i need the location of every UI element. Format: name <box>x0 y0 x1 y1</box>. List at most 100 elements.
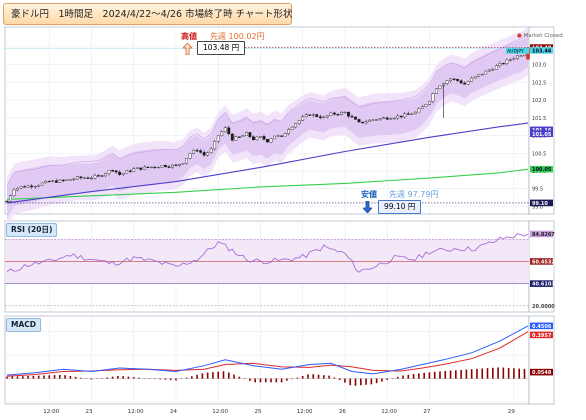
candle-body <box>309 115 311 116</box>
candle-body <box>474 76 476 78</box>
candle-body <box>62 180 64 181</box>
candle-body <box>390 119 392 120</box>
macd-hist-bar <box>38 376 40 379</box>
macd-hist-bar <box>228 372 230 378</box>
candle-body <box>291 127 293 129</box>
macd-hist-bar <box>334 377 336 378</box>
candle-body <box>55 181 57 183</box>
macd-hist-bar <box>492 368 494 379</box>
candle-body <box>467 81 469 84</box>
candle-body <box>238 137 240 138</box>
macd-hist-bar <box>286 379 288 381</box>
macd-panel-label: MACD <box>6 318 41 332</box>
candle-body <box>69 180 71 181</box>
market-status-dot-icon: ● <box>517 33 522 39</box>
macd-hist-bar <box>355 379 357 386</box>
y-tick-label: 103.0 <box>532 63 546 69</box>
candle-body <box>224 128 226 132</box>
macd-hist-bar <box>323 375 325 378</box>
macd-hist-bar <box>107 377 109 378</box>
candle-body <box>147 167 149 168</box>
candle-body <box>358 119 360 122</box>
macd-hist-bar <box>202 373 204 378</box>
candle-body <box>221 132 223 136</box>
candle-body <box>108 170 110 173</box>
candle-body <box>210 149 212 153</box>
price-tag-label: 99.10 <box>532 201 548 207</box>
macd-hist-bar <box>349 379 351 386</box>
macd-hist-bar <box>159 379 161 380</box>
macd-hist-bar <box>471 369 473 378</box>
x-tick-label: 29 <box>508 409 515 415</box>
candle-body <box>87 178 89 179</box>
macd-hist-bar <box>17 376 19 378</box>
candle-body <box>372 120 374 121</box>
x-tick-label: 12:00 <box>128 409 144 415</box>
candle-body <box>252 137 254 140</box>
macd-hist-bar <box>460 370 462 379</box>
macd-hist-bar <box>54 375 56 378</box>
macd-hist-bar <box>207 373 209 379</box>
price-tag-label: 100.05 <box>532 167 552 173</box>
candle-body <box>164 165 166 166</box>
candle-body <box>213 141 215 149</box>
market-status: ● Market Closed <box>517 33 563 39</box>
macd-hist-bar <box>455 370 457 378</box>
low-arrow-icon <box>363 198 372 210</box>
macd-hist-bar <box>371 379 373 385</box>
candle-body <box>478 75 480 77</box>
high-value-box: 103.48 円 <box>197 41 245 55</box>
candle-body <box>101 176 103 177</box>
candle-body <box>277 136 279 137</box>
candle-body <box>294 124 296 128</box>
macd-hist-bar <box>217 372 219 379</box>
macd-hist-bar <box>524 369 526 379</box>
symbol-tag-label: AUDJPY <box>507 49 524 55</box>
macd-hist-bar <box>233 375 235 379</box>
candle-body <box>182 163 184 164</box>
rsi-tag-label: 20.0000 <box>532 304 555 310</box>
candle-body <box>298 120 300 123</box>
macd-hist-bar <box>59 375 61 379</box>
candle-body <box>129 171 131 172</box>
macd-hist-bar <box>212 372 214 378</box>
candle-body <box>312 114 314 115</box>
candle-body <box>34 186 36 187</box>
macd-hist-bar <box>381 379 383 382</box>
candle-body <box>242 135 244 136</box>
candle-body <box>154 167 156 168</box>
macd-hist-bar <box>376 379 378 384</box>
candle-body <box>506 60 508 64</box>
candle-body <box>280 136 282 137</box>
candle-body <box>161 165 163 167</box>
candle-body <box>326 116 328 117</box>
macd-hist-bar <box>312 374 314 378</box>
x-tick-label: 26 <box>339 409 346 415</box>
candle-body <box>231 134 233 140</box>
macd-hist-bar <box>6 377 8 379</box>
candle-body <box>432 94 434 102</box>
macd-hist-bar <box>80 378 82 379</box>
candle-body <box>393 118 395 119</box>
macd-hist-bar <box>476 369 478 379</box>
candle-body <box>520 56 522 57</box>
candle-body <box>495 66 497 70</box>
macd-hist-bar <box>297 378 299 379</box>
candle-body <box>235 137 237 141</box>
macd-hist-bar <box>186 378 188 379</box>
rsi-tag-label: 84.8267 <box>532 232 555 238</box>
candle-body <box>245 132 247 135</box>
candle-body <box>52 181 54 182</box>
candle-body <box>397 116 399 118</box>
candle-body <box>368 120 370 122</box>
candle-body <box>375 120 377 121</box>
y-tick-label: 102.5 <box>532 80 546 86</box>
candle-body <box>203 152 205 155</box>
candle-body <box>446 81 448 84</box>
macd-hist-bar <box>239 377 241 379</box>
macd-hist-bar <box>386 379 388 380</box>
candle-body <box>228 128 230 134</box>
candle-body <box>333 113 335 114</box>
candle-body <box>365 122 367 123</box>
